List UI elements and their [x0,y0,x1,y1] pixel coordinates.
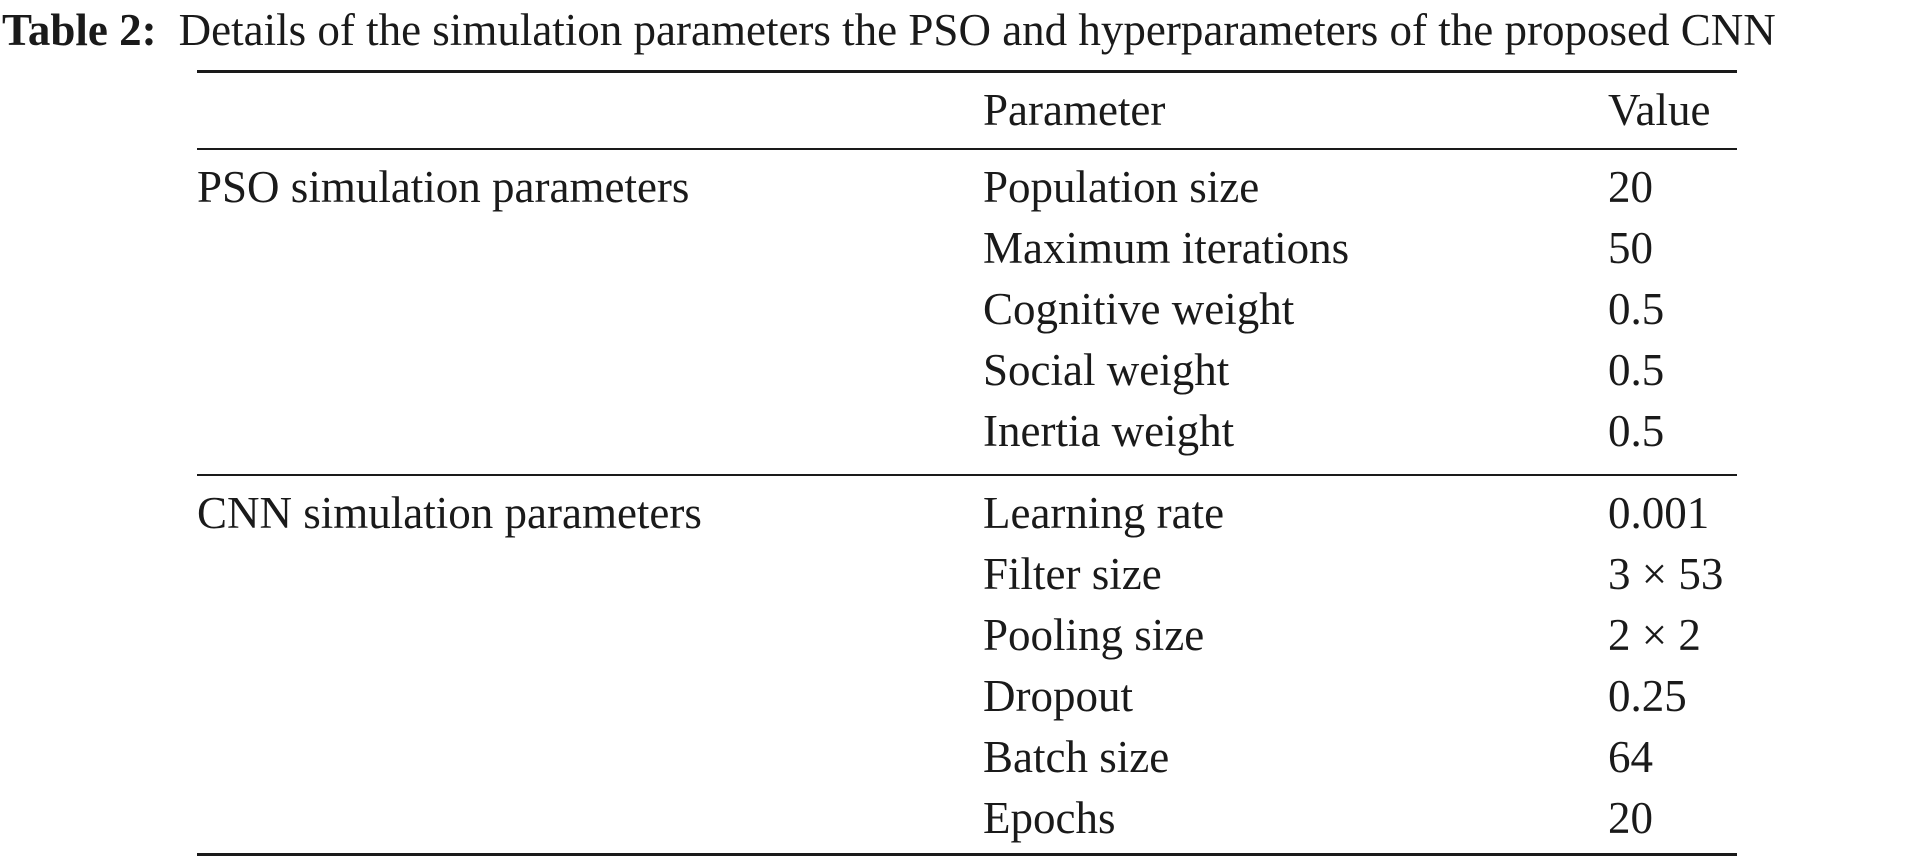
param-cell: Inertia weight [983,406,1235,456]
section-group-label: CNN simulation parameters [197,488,702,538]
param-cell: Population size [983,162,1260,212]
param-cell: Maximum iterations [983,223,1350,273]
value-cell: 0.25 [1608,671,1687,721]
param-cell: Cognitive weight [983,284,1295,334]
caption-label: Table 2: [2,5,157,55]
caption-text: Details of the simulation parameters the… [178,5,1776,55]
value-cell: 50 [1608,223,1653,273]
value-cell: 64 [1608,732,1653,782]
value-cell: 0.5 [1608,284,1665,334]
value-cell: 0.001 [1608,488,1710,538]
section-group-label: PSO simulation parameters [197,162,690,212]
value-cell: 0.5 [1608,345,1665,395]
value-cell: 0.5 [1608,406,1665,456]
param-cell: Filter size [983,549,1162,599]
value-cell: 2 × 2 [1608,610,1701,660]
param-cell: Learning rate [983,488,1225,538]
param-cell: Pooling size [983,610,1205,660]
value-cell: 3 × 53 [1608,549,1724,599]
value-cell: 20 [1608,162,1653,212]
header-value: Value [1608,85,1711,135]
param-cell: Social weight [983,345,1230,395]
header-parameter: Parameter [983,85,1166,135]
param-cell: Batch size [983,732,1170,782]
section-rule [197,474,1737,476]
table-caption: Table 2: Details of the simulation parame… [2,2,1776,58]
param-cell: Dropout [983,671,1133,721]
top-rule [197,70,1737,73]
param-cell: Epochs [983,793,1116,843]
value-cell: 20 [1608,793,1653,843]
header-rule [197,148,1737,150]
bottom-rule [197,853,1737,856]
